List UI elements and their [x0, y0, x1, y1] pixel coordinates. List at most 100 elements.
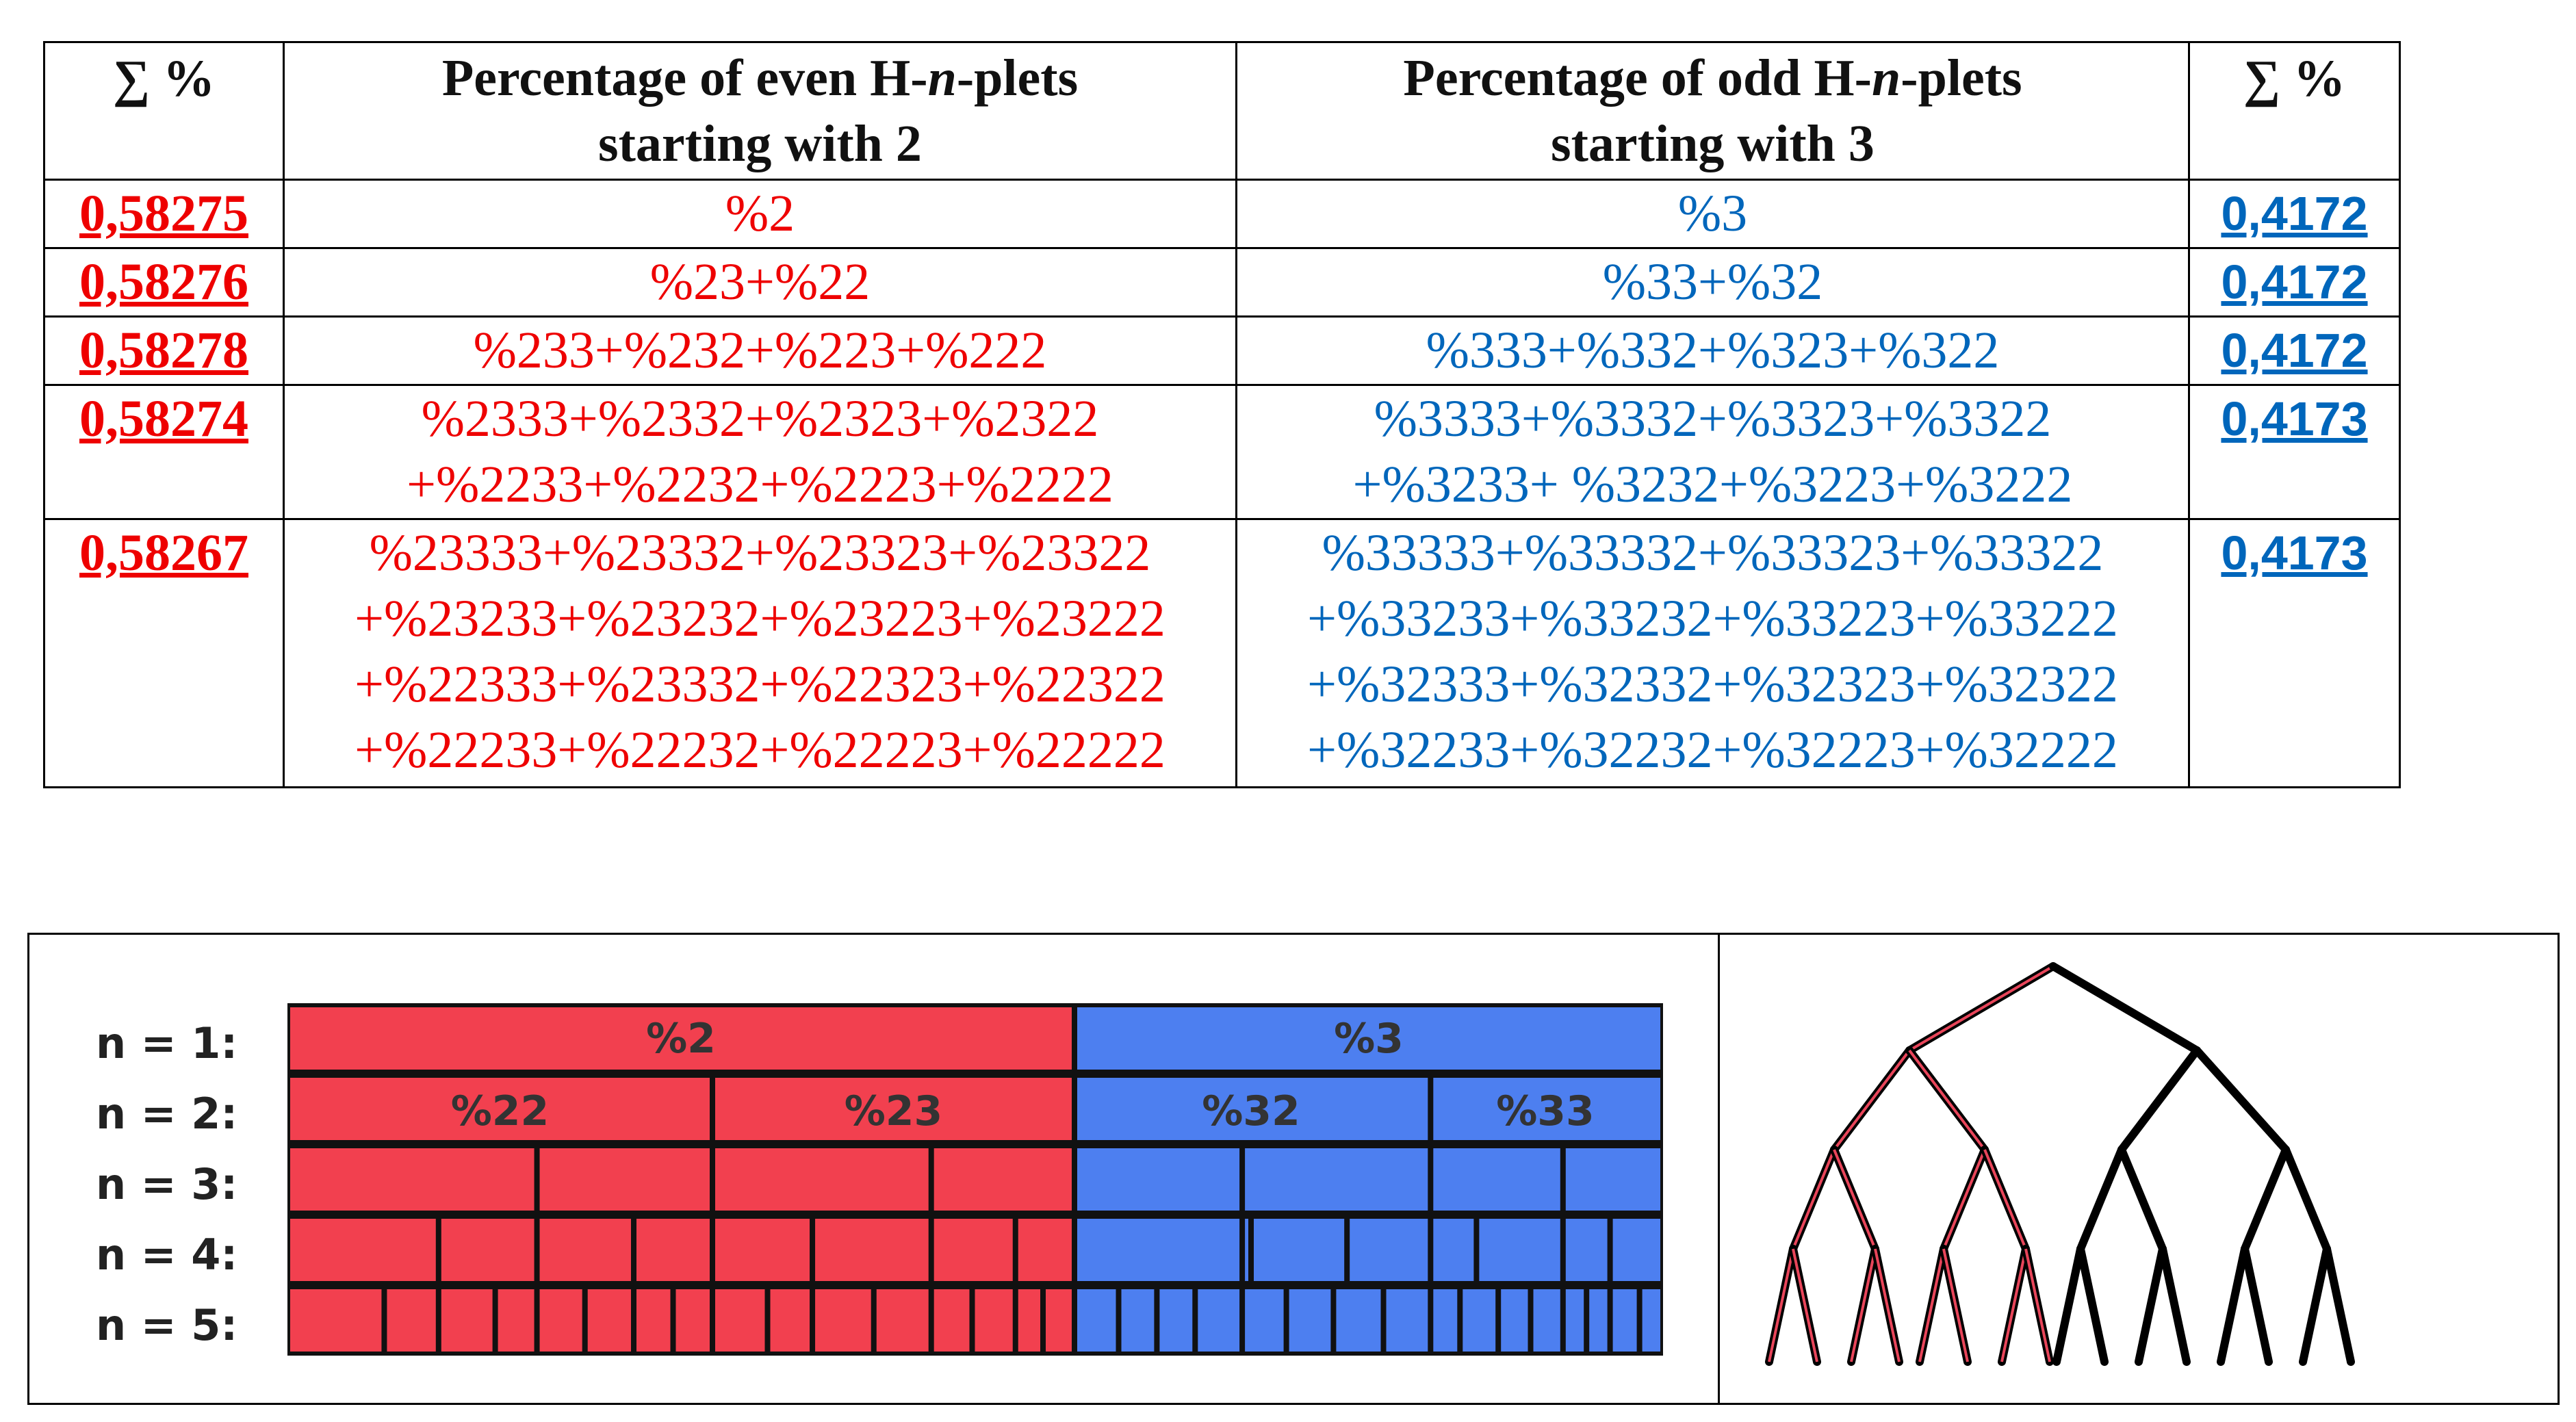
level-label: n = 1: — [96, 1018, 238, 1068]
odd-expr-line: %33333+%33332+%33323+%33322 — [1322, 524, 2104, 582]
even-segment — [876, 1289, 929, 1352]
even-expr-cell: %233+%232+%223+%222 — [283, 315, 1237, 386]
table-row: 0,58275 %2 %3 0,4172 — [43, 179, 2401, 249]
even-expr-cell: %2333+%2332+%2323+%2322 +%2233+%2232+%22… — [283, 384, 1237, 520]
even-segment — [290, 1219, 436, 1281]
tree-branch-even-highlight — [1833, 1049, 1911, 1151]
odd-segment — [1077, 1078, 1428, 1140]
even-expr-cell: %2 — [283, 179, 1237, 249]
segment-label: %22 — [451, 1087, 550, 1135]
odd-segment — [1077, 1007, 1660, 1070]
sum-odd-value: 0,4172 — [2221, 255, 2368, 309]
odd-expr-cell: %3333+%3332+%3323+%3322 +%3233+ %3232+%3… — [1235, 384, 2190, 520]
even-segment — [290, 1289, 382, 1352]
sum-even-cell: 0,58276 — [43, 247, 285, 318]
even-segment — [675, 1289, 710, 1352]
sum-odd-value: 0,4173 — [2221, 526, 2368, 580]
even-segment — [815, 1219, 929, 1281]
tree-branch — [2241, 1146, 2290, 1253]
even-segment — [1046, 1289, 1072, 1352]
tree-branch-even-highlight — [1908, 965, 2055, 1052]
odd-expr-line: %33+%32 — [1602, 253, 1823, 311]
header-even-line2: starting with 2 — [598, 115, 922, 172]
percentage-table: ∑ % Percentage of even H-n-plets startin… — [43, 41, 2401, 788]
sum-odd-value: 0,4172 — [2221, 324, 2368, 377]
tree-branch-even-highlight — [2024, 1248, 2051, 1362]
tree-branch — [2241, 1245, 2273, 1366]
segment-label: %23 — [845, 1087, 943, 1135]
binary-tree-diagram — [1765, 962, 2355, 1366]
even-segment — [290, 1078, 710, 1140]
odd-expr-cell: %333+%332+%323+%322 — [1235, 315, 2190, 386]
tree-branch-even-highlight — [1942, 1248, 1969, 1362]
odd-segment — [1386, 1289, 1428, 1352]
odd-expr-cell: %3 — [1235, 179, 2190, 249]
header-even-n: n — [927, 49, 957, 107]
sum-odd-cell: 0,4172 — [2188, 179, 2401, 249]
header-even-prefix: Percentage of even H- — [441, 49, 928, 107]
even-segment — [290, 1148, 534, 1211]
even-expr-line: %2 — [725, 185, 795, 242]
even-segment — [715, 1289, 765, 1352]
tree-branch-even-highlight — [1833, 1149, 1877, 1250]
tree-branch — [2076, 1146, 2126, 1253]
odd-segment — [1565, 1289, 1584, 1352]
odd-segment — [1289, 1289, 1331, 1352]
tree-branch-even-highlight — [1908, 1049, 1986, 1151]
table-row: 0,58274 %2333+%2332+%2323+%2322 +%2233+%… — [43, 384, 2401, 520]
table-row: 0,58278 %233+%232+%223+%222 %333+%332+%3… — [43, 315, 2401, 386]
sum-even-value: 0,58276 — [79, 253, 248, 311]
tree-branch — [2299, 1245, 2331, 1366]
sum-odd-value: 0,4173 — [2221, 392, 2368, 445]
even-segment — [539, 1219, 631, 1281]
header-sum-right: ∑ % — [2188, 41, 2401, 181]
odd-segment — [1612, 1289, 1637, 1352]
header-odd-n: n — [1871, 49, 1901, 107]
odd-segment — [1533, 1289, 1560, 1352]
odd-segment — [1565, 1219, 1608, 1281]
even-segment — [933, 1289, 970, 1352]
even-segment — [587, 1289, 631, 1352]
odd-segment — [1254, 1219, 1345, 1281]
tree-branch — [2159, 1245, 2191, 1366]
tree-branch — [2117, 1146, 2167, 1253]
even-segment — [1018, 1289, 1040, 1352]
tree-branch — [2193, 1046, 2290, 1154]
odd-segment — [1433, 1289, 1458, 1352]
odd-segment — [1433, 1219, 1474, 1281]
odd-segment — [1077, 1219, 1240, 1281]
even-segment — [975, 1289, 1013, 1352]
even-segment — [715, 1078, 1072, 1140]
segment-label: %33 — [1496, 1087, 1595, 1135]
odd-expr-line: +%32233+%32232+%32223+%32222 — [1307, 721, 2118, 779]
even-segment — [770, 1289, 810, 1352]
even-segment — [815, 1289, 871, 1352]
even-segment — [715, 1219, 810, 1281]
even-segment — [387, 1289, 436, 1352]
odd-segment — [1350, 1219, 1428, 1281]
odd-expr-cell: %33333+%33332+%33323+%33322 +%33233+%332… — [1235, 518, 2190, 788]
even-segment — [715, 1148, 929, 1211]
tree-branch-even-highlight — [2000, 1248, 2027, 1362]
odd-segment — [1589, 1289, 1608, 1352]
segment-label: %32 — [1202, 1087, 1300, 1135]
odd-segment — [1433, 1148, 1560, 1211]
level-label: n = 2: — [96, 1089, 238, 1139]
even-segment — [441, 1289, 493, 1352]
tree-branch — [2282, 1146, 2331, 1253]
tree-branch — [2135, 1245, 2167, 1366]
even-expr-cell: %23333+%23332+%23323+%23322 +%23233+%232… — [283, 518, 1237, 788]
tree-branch — [2049, 962, 2201, 1055]
odd-segment — [1077, 1289, 1116, 1352]
odd-segment — [1463, 1289, 1496, 1352]
odd-segment — [1336, 1289, 1381, 1352]
odd-segment — [1501, 1289, 1528, 1352]
odd-segment — [1245, 1148, 1428, 1211]
odd-segment — [1612, 1219, 1660, 1281]
sum-even-value: 0,58267 — [79, 524, 248, 582]
odd-segment — [1077, 1148, 1240, 1211]
segment-label: %3 — [1334, 1015, 1404, 1063]
even-expr-line: +%2233+%2232+%2223+%2222 — [407, 456, 1113, 513]
sum-even-cell: 0,58267 — [43, 518, 285, 788]
diagram-frame — [27, 933, 2560, 1405]
